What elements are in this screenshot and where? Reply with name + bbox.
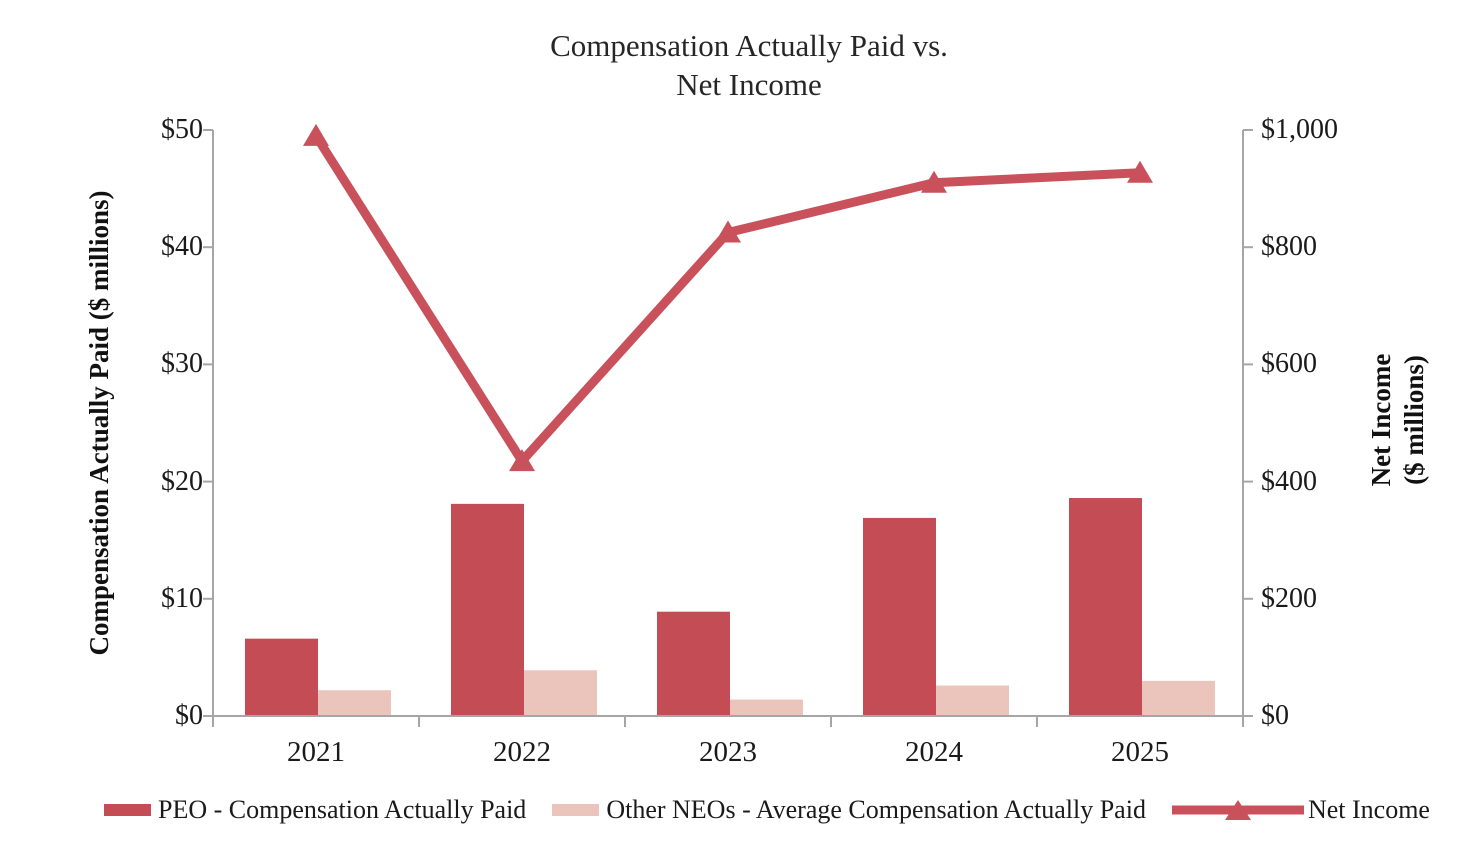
peo-bar-2021 — [245, 638, 318, 716]
right-tick-label-200: $200 — [1261, 582, 1317, 614]
x-label-2023: 2023 — [699, 736, 757, 768]
legend-label-net-income: Net Income — [1307, 795, 1430, 824]
net-income-line — [312, 133, 1141, 469]
right-axis-title: Net Income ($ millions) — [1365, 120, 1431, 720]
other-neos-bar-2025 — [1142, 680, 1215, 716]
other-neos-bar-2024 — [936, 685, 1009, 716]
legend-entry-net-income: Net Income — [1171, 795, 1430, 825]
x-label-2021: 2021 — [287, 736, 345, 768]
peo-bar-2025 — [1069, 498, 1142, 716]
peo-bar-swatch-icon — [104, 804, 151, 816]
legend-entry-peo: PEO - Compensation Actually Paid — [104, 795, 526, 825]
right-axis-title-line1: Net Income — [1366, 353, 1396, 487]
legend: PEO - Compensation Actually Paid Other N… — [104, 795, 1448, 825]
right-axis-title-line2: ($ millions) — [1399, 355, 1429, 485]
other-neos-bar-2021 — [318, 690, 391, 716]
legend-label-peo: PEO - Compensation Actually Paid — [158, 795, 527, 824]
right-tick-label-0: $0 — [1261, 700, 1289, 731]
left-tick-label-0: $0 — [175, 700, 203, 731]
x-label-2024: 2024 — [905, 736, 963, 768]
other-neos-bar-2022 — [524, 670, 597, 716]
x-label-2022: 2022 — [493, 736, 551, 768]
left-tick-label-50: $50 — [161, 114, 203, 145]
left-tick-label-30: $30 — [161, 348, 203, 380]
x-label-2025: 2025 — [1111, 736, 1169, 768]
left-tick-label-40: $40 — [161, 231, 203, 263]
peo-bar-2024 — [863, 517, 936, 716]
left-axis-title: Compensation Actually Paid ($ millions) — [84, 190, 114, 656]
legend-label-other-neos: Other NEOs - Average Compensation Actual… — [606, 795, 1146, 824]
peo-bar-2023 — [657, 611, 730, 716]
net-income-marker-2025 — [1127, 160, 1153, 183]
right-tick-label-800: $800 — [1261, 231, 1317, 263]
chart-title-line1: Compensation Actually Paid vs. — [550, 28, 948, 63]
chart-title-line2: Net Income — [676, 67, 822, 102]
right-tick-label-600: $600 — [1261, 348, 1317, 380]
net-income-line-swatch-icon — [1171, 800, 1304, 820]
net-income-marker-2022 — [509, 449, 535, 472]
peo-bar-2022 — [451, 503, 524, 716]
right-tick-label-1000: $1,000 — [1261, 114, 1338, 145]
other-neos-bar-2023 — [730, 699, 803, 716]
net-income-marker-2021 — [303, 123, 329, 146]
right-tick-label-400: $400 — [1261, 465, 1317, 497]
legend-entry-other-neos: Other NEOs - Average Compensation Actual… — [552, 795, 1146, 825]
net-income-marker-2023 — [715, 220, 741, 243]
left-tick-label-20: $20 — [161, 465, 203, 497]
chart-title: Compensation Actually Paid vs. Net Incom… — [40, 26, 1458, 104]
net-income-marker-2024 — [921, 170, 947, 193]
other-neos-bar-swatch-icon — [552, 804, 600, 816]
left-tick-label-10: $10 — [161, 582, 203, 614]
